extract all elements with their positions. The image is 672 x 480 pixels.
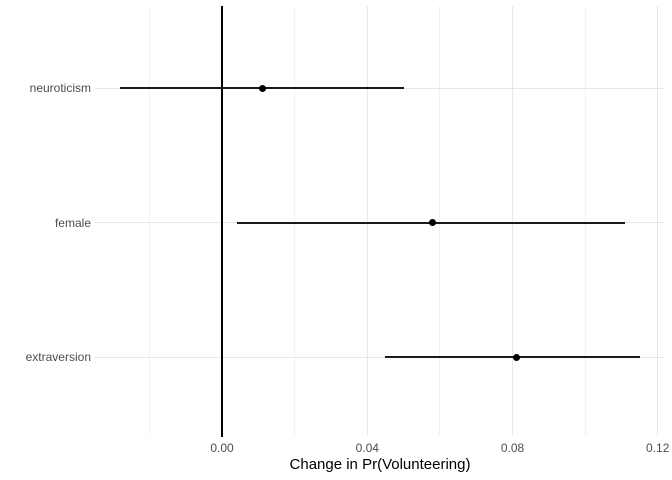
x-minor-gridline <box>439 6 441 435</box>
x-tick-label: 0.04 <box>355 441 379 455</box>
x-major-gridline <box>512 6 514 435</box>
x-major-gridline <box>366 6 368 435</box>
ci-whisker-extraversion <box>385 356 640 358</box>
estimate-dot-neuroticism <box>258 84 266 92</box>
y-axis-label-extraversion: extraversion <box>25 350 91 364</box>
x-axis-title: Change in Pr(Volunteering) <box>289 456 471 473</box>
estimate-dot-female <box>429 219 437 226</box>
y-axis-label-female: female <box>54 215 91 230</box>
estimate-dot-extraversion <box>512 353 520 361</box>
x-minor-gridline <box>584 6 586 435</box>
x-tick-label: 0.12 <box>646 441 670 455</box>
y-major-gridline <box>95 356 665 358</box>
x-minor-gridline <box>148 6 150 435</box>
x-minor-gridline <box>294 6 296 435</box>
x-tick-label: 0.08 <box>500 441 525 455</box>
zero-reference-line <box>221 6 223 437</box>
y-axis-label-neuroticism: neuroticism <box>29 81 91 95</box>
x-tick-label: 0.00 <box>210 441 234 455</box>
x-major-gridline <box>657 6 659 435</box>
